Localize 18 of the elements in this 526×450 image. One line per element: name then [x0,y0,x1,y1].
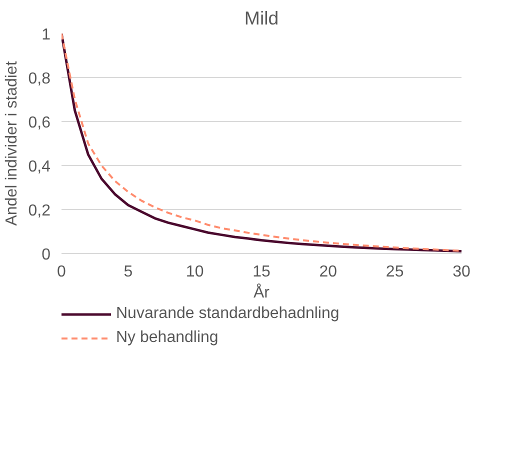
x-axis-title: År [254,284,270,302]
x-tick-label: 30 [452,264,470,280]
legend-label: Ny behandling [116,329,218,347]
y-axis-title: Andel individer i stadiet [3,60,20,226]
x-tick-label: 0 [57,264,66,280]
x-tick-label: 5 [124,264,133,280]
x-tick-label: 15 [252,264,270,280]
y-tick-label: 0,6 [28,114,51,132]
y-tick-label: 0,4 [28,158,51,176]
x-tick-label: 20 [319,264,338,280]
y-tick-label: 1 [42,26,51,44]
y-tick-label: 0,2 [28,202,51,220]
legend-label: Nuvarande standardbehadnling [116,305,340,323]
x-tick-label: 25 [386,264,404,280]
y-tick-label: 0 [42,246,51,264]
chart-title: Mild [244,8,279,28]
y-tick-label: 0,8 [28,70,51,88]
x-tick-label: 10 [186,264,204,280]
